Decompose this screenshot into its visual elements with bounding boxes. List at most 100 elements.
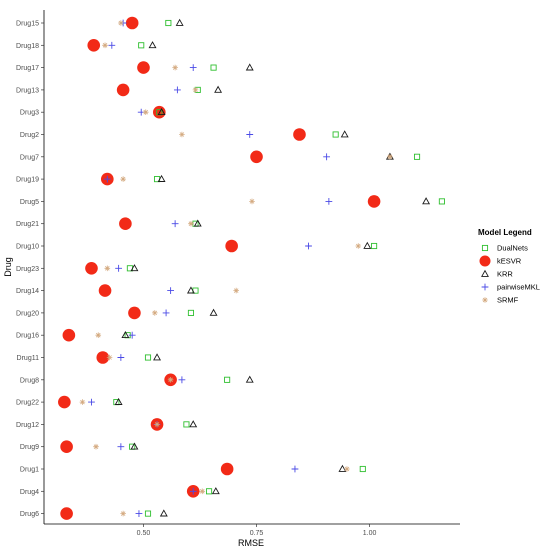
point-SRMF-Drug21 [188,220,194,227]
series-DualNets [113,19,445,517]
point-SRMF-Drug20 [151,310,158,316]
y-tick-label: Drug20 [16,310,39,317]
x-axis: 0.50 0.75 1.00 [44,523,460,537]
point-SRMF-Drug15 [118,20,124,26]
point-pairwiseMKL-Drug23 [115,264,123,272]
point-SRMF-Drug2 [179,131,185,138]
series-pairwiseMKL [88,19,333,517]
point-KRR-Drug3 [157,107,166,116]
point-pairwiseMKL-Drug18 [108,41,116,49]
legend-label-SRMF: SRMF [497,296,519,305]
y-axis: Drug15 Drug18 Drug17 Drug13 Drug3 Drug2 Drug7 D… [16,10,45,524]
point-SRMF-Drug18 [102,42,108,49]
point-KRR-Drug22 [114,397,123,405]
legend-title: Model Legend [478,228,532,237]
point-pairwiseMKL-Drug20 [162,309,170,317]
point-KRR-Drug5 [422,197,431,205]
y-tick-label: Drug7 [20,154,39,161]
point-DualNets-Drug10 [371,242,378,250]
point-KRR-Drug6 [159,509,168,517]
point-SRMF-Drug7 [387,154,393,160]
point-kESVR-Drug15 [125,16,139,30]
y-tick-label: Drug18 [16,43,39,50]
point-SRMF-Drug3 [142,109,149,115]
point-KRR-Drug4 [211,487,220,495]
y-tick-label: Drug5 [20,199,39,206]
point-KRR-Drug18 [148,41,157,49]
point-KRR-Drug9 [130,442,139,450]
point-DualNets-Drug12 [183,421,190,428]
legend-key-pairwiseMKL [481,283,489,291]
point-kESVR-Drug14 [98,284,112,297]
point-kESVR-Drug23 [85,262,98,275]
point-SRMF-Drug9 [93,443,99,450]
point-KRR-Drug23 [130,264,139,272]
point-SRMF-Drug16 [95,332,102,338]
y-tick-label: Drug15 [16,21,39,28]
point-SRMF-Drug23 [104,265,111,272]
point-KRR-Drug14 [186,286,195,294]
point-KRR-Drug12 [189,420,198,428]
point-kESVR-Drug6 [60,507,73,520]
legend: Model Legend DualNets kESVR KRR pairwiseMKL… [478,228,540,305]
point-pairwiseMKL-Drug7 [323,153,331,161]
point-kESVR-Drug13 [116,83,130,97]
legend-label-kESVR: kESVR [497,257,522,266]
y-tick-label: Drug17 [16,65,39,72]
y-axis-title: Drug [3,257,13,277]
point-SRMF-Drug4 [199,488,206,495]
point-kESVR-Drug17 [137,61,150,74]
data-points [58,16,445,520]
series-KRR [114,18,431,517]
point-kESVR-Drug10 [225,239,238,253]
point-kESVR-Drug18 [87,39,101,52]
y-tick-label: Drug13 [16,87,39,94]
point-DualNets-Drug17 [210,64,217,71]
point-pairwiseMKL-Drug9 [117,443,125,451]
y-tick-label: Drug6 [20,511,39,518]
point-pairwiseMKL-Drug4 [189,487,197,495]
y-tick-label: Drug10 [16,244,39,251]
point-DualNets-Drug8 [224,376,231,383]
point-pairwiseMKL-Drug1 [291,465,299,473]
point-KRR-Drug16 [121,330,130,339]
legend-key-DualNets [481,244,489,252]
point-KRR-Drug11 [153,353,162,361]
point-DualNets-Drug5 [438,198,445,205]
y-tick-label: Drug11 [17,355,40,362]
y-tick-label: Drug14 [16,288,39,295]
point-kESVR-Drug16 [62,328,76,342]
y-tick-label: Drug23 [16,266,39,273]
point-SRMF-Drug6 [120,510,126,517]
y-tick-label: Drug1 [20,467,39,474]
point-pairwiseMKL-Drug21 [171,220,179,228]
x-axis-title: RMSE [238,538,264,548]
point-KRR-Drug20 [209,308,218,316]
point-KRR-Drug15 [175,18,184,26]
point-SRMF-Drug22 [79,399,86,405]
point-DualNets-Drug6 [144,510,152,517]
point-kESVR-Drug9 [60,440,73,454]
point-SRMF-Drug8 [167,377,174,383]
y-tick-label: Drug9 [20,444,39,451]
y-tick-label: Drug16 [16,333,39,340]
point-DualNets-Drug18 [138,42,145,49]
series-kESVR [58,16,381,520]
point-pairwiseMKL-Drug6 [135,510,143,517]
point-kESVR-Drug2 [293,128,306,141]
point-DualNets-Drug2 [332,131,339,138]
legend-label-DualNets: DualNets [497,244,528,253]
point-SRMF-Drug10 [355,243,362,249]
point-DualNets-Drug1 [359,465,366,473]
point-kESVR-Drug7 [250,150,263,164]
point-KRR-Drug17 [245,63,254,71]
point-SRMF-Drug12 [154,421,160,428]
legend-key-KRR [481,269,489,277]
point-DualNets-Drug11 [144,354,152,361]
point-pairwiseMKL-Drug5 [325,198,333,205]
point-DualNets-Drug20 [187,309,195,316]
legend-key-kESVR [479,255,491,267]
x-tick-label: 0.75 [250,530,264,537]
point-pairwiseMKL-Drug16 [128,331,136,339]
